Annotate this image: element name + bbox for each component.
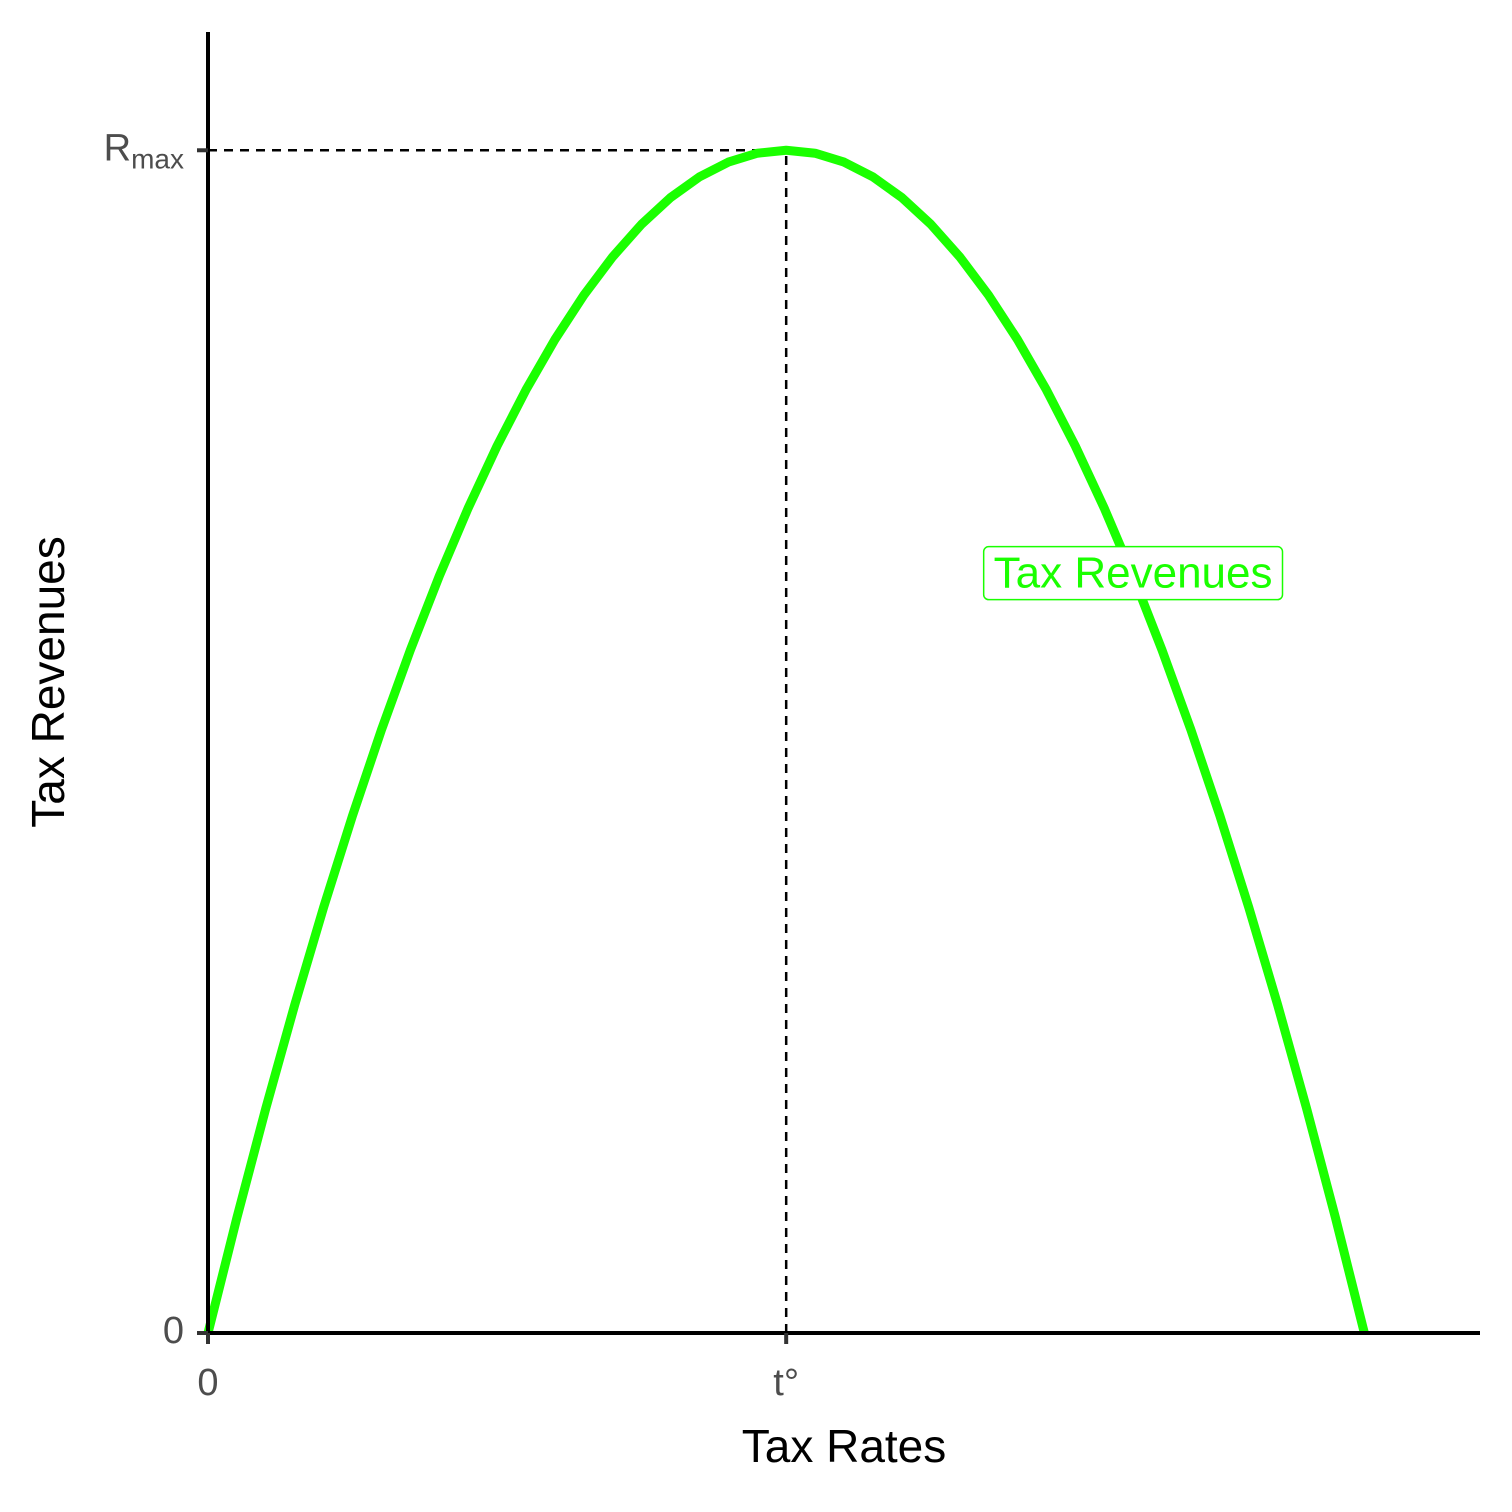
y-tick-label: Rmax	[104, 127, 184, 174]
y-tick-label: 0	[163, 1310, 184, 1352]
curve	[203, 145, 1369, 1335]
x-axis-title: Tax Rates	[742, 1420, 947, 1472]
x-tick-label: 0	[197, 1362, 218, 1404]
y-tick-label-main: R	[104, 127, 131, 169]
x-tick-label: t°	[773, 1362, 799, 1404]
annotation-label: Tax Revenues	[994, 549, 1273, 598]
y-axis-title: Tax Revenues	[22, 536, 74, 828]
annotation-box	[982, 545, 1284, 601]
y-tick-label-subscript: max	[131, 144, 184, 175]
